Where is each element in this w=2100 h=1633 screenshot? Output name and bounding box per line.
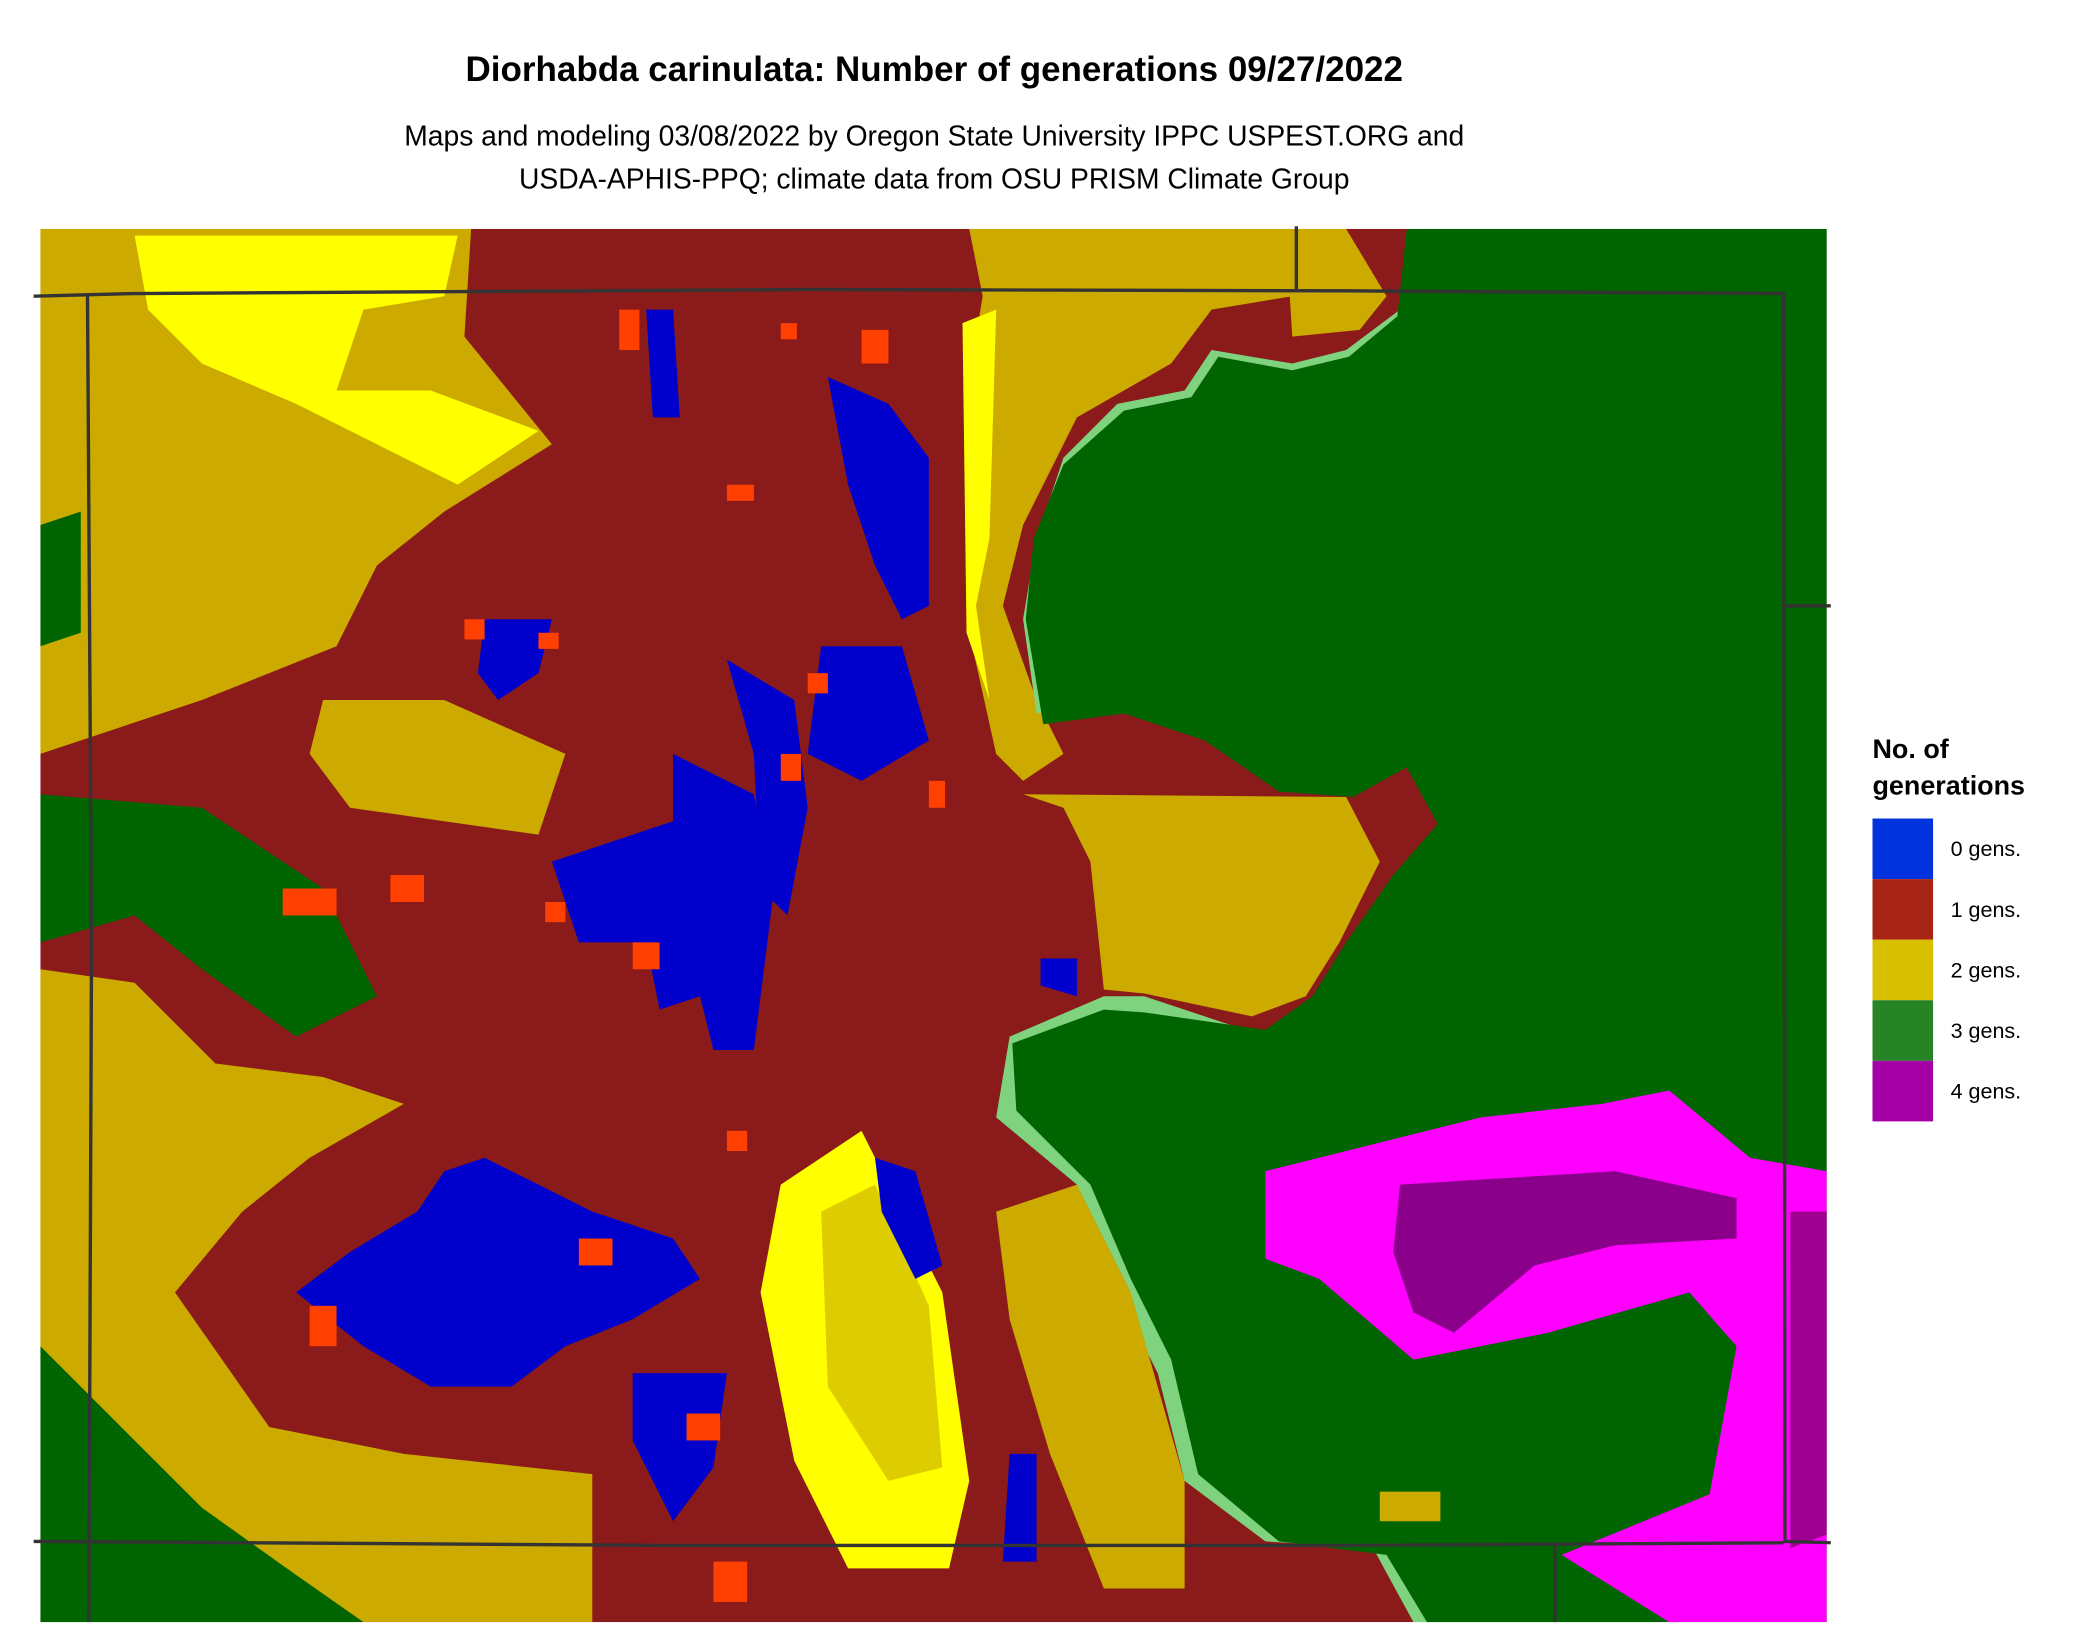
legend-label: 0 gens. [1951, 837, 2022, 861]
legend-swatch [1872, 1060, 1934, 1122]
region-2-gen-east-lobe [1023, 794, 1380, 1017]
region-2-gen-south-east [996, 1184, 1185, 1589]
region-2-gen-north-central [969, 228, 1293, 781]
legend-swatch [1872, 1000, 1934, 1061]
region-2-gen-partial-north [962, 309, 997, 701]
legend-swatch [1872, 818, 1934, 880]
region-2-gen-southwest [40, 969, 593, 1623]
region-2-gen-west-mid [309, 700, 566, 835]
region-2-gen-southeast-patch [1379, 1491, 1441, 1522]
region-2-gen-northeast-strip [1285, 228, 1387, 337]
legend-label: 1 gens. [1951, 898, 2022, 922]
region-4-gen-east-edge [1790, 1211, 1827, 1549]
region-4-gen-southeast [1393, 1171, 1737, 1333]
map-title: Diorhabda carinulata: Number of generati… [465, 50, 1403, 89]
region-1-gen-partial-speckles [282, 309, 945, 1602]
legend-label: 3 gens. [1951, 1019, 2022, 1043]
map-subtitle-line1: Maps and modeling 03/08/2022 by Oregon S… [404, 119, 1464, 151]
state-boundaries [33, 226, 1831, 1623]
region-2-gen-south-inner [821, 1184, 943, 1481]
region-3-gen-southwest [40, 1346, 364, 1623]
region-2-gen-partial-northwest [134, 235, 539, 485]
region-2-gen-northwest [40, 228, 552, 754]
map-subtitle-line2: USDA-APHIS-PPQ; climate data from OSU PR… [519, 163, 1349, 195]
legend-swatch [1872, 939, 1934, 1001]
legend-title-line1: No. of [1873, 734, 1950, 764]
legend-label: 4 gens. [1951, 1080, 2022, 1104]
map-raster [33, 226, 1831, 1623]
region-0-gen-clusters [296, 309, 1077, 1562]
region-3-gen-west-edge [40, 511, 81, 647]
legend-swatch [1872, 879, 1934, 940]
legend-title-line2: generations [1873, 770, 2026, 800]
legend: No. of generations 0 gens. 1 gens. 2 gens.… [1872, 734, 2026, 1122]
region-3-gen-west-band [40, 794, 377, 1037]
legend-label: 2 gens. [1951, 958, 2022, 982]
